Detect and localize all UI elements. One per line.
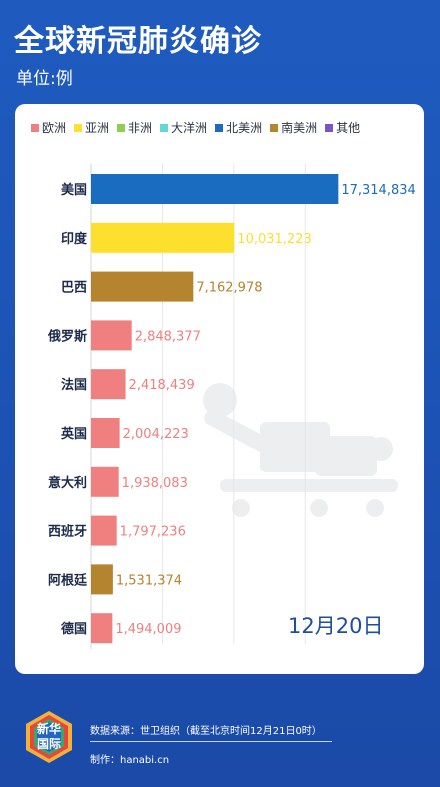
legend-item: 非洲 (117, 119, 152, 136)
bar (91, 613, 113, 644)
category-label: 英国 (60, 426, 87, 442)
value-label: 1,797,236 (120, 525, 186, 540)
legend-swatch (31, 123, 39, 132)
category-label: 德国 (61, 621, 87, 637)
legend-swatch (74, 123, 83, 132)
unit-label: 单位:例 (16, 69, 73, 89)
value-label: 2,418,439 (129, 378, 195, 393)
logo-badge-icon (26, 711, 72, 763)
chart-panel: 欧洲 亚洲 非洲 大洋洲 北美洲 南美洲 其他 美国 17,314,834 印度 10,031,2… (15, 104, 424, 674)
bar (91, 466, 119, 497)
value-label: 1,494,009 (115, 622, 181, 637)
xinhua-logo: 新华 国际 (22, 710, 76, 764)
legend-item: 大洋洲 (160, 119, 207, 136)
category-label: 巴西 (61, 281, 87, 296)
legend-swatch (270, 123, 279, 132)
bars: 美国 17,314,834 印度 10,031,223 巴西 7,162,978 俄罗斯 2,… (47, 174, 416, 644)
value-label: 7,162,978 (196, 281, 262, 296)
legend-swatch (160, 123, 169, 132)
maker-note: 制作：hanabi.cn (90, 755, 170, 766)
legend-swatch (215, 123, 224, 132)
logo-line-2: 国际 (36, 737, 61, 751)
category-label: 西班牙 (48, 524, 87, 540)
legend-item: 亚洲 (74, 119, 109, 136)
page-title: 全球新冠肺炎确诊 (14, 24, 262, 59)
bar-chart: 美国 17,314,834 印度 10,031,223 巴西 7,162,978 俄罗斯 2,… (47, 164, 416, 649)
value-label: 1,531,374 (116, 573, 182, 588)
legend-label: 非洲 (128, 121, 153, 135)
legend-item: 欧洲 (31, 119, 66, 136)
bar (91, 320, 132, 351)
bar (91, 174, 339, 204)
bar (91, 369, 126, 400)
bar (91, 564, 113, 595)
bar (91, 418, 120, 448)
legend-label: 南美洲 (281, 121, 318, 135)
legend-label: 欧洲 (42, 121, 67, 135)
category-label: 俄罗斯 (47, 328, 87, 344)
bar (91, 271, 194, 302)
legend-item: 北美洲 (215, 119, 262, 136)
value-label: 1,938,083 (122, 476, 188, 491)
bar (91, 515, 117, 546)
chart-legend: 欧洲 亚洲 非洲 大洋洲 北美洲 南美洲 其他 (31, 119, 416, 136)
legend-swatch (325, 123, 334, 132)
legend-label: 北美洲 (226, 121, 263, 135)
category-label: 美国 (61, 182, 87, 198)
category-label: 阿根廷 (48, 572, 88, 588)
value-label: 2,848,377 (135, 329, 201, 344)
source-note: 数据来源：世卫组织（截至北京时间12月21日0时） (90, 726, 322, 737)
legend-label: 亚洲 (85, 121, 110, 135)
legend-item: 其他 (325, 119, 360, 136)
date-label: 12月20日 (288, 614, 384, 638)
footer-divider (90, 741, 332, 742)
category-label: 法国 (61, 377, 87, 393)
value-label: 2,004,223 (123, 427, 189, 442)
category-label: 印度 (61, 231, 88, 247)
value-label: 17,314,834 (341, 183, 415, 198)
bar (91, 222, 235, 253)
value-label: 10,031,223 (237, 232, 311, 247)
logo-line-1: 新华 (36, 722, 61, 736)
watermark-icon (203, 383, 398, 517)
legend-item: 南美洲 (270, 119, 317, 136)
legend-label: 大洋洲 (171, 121, 208, 135)
legend-swatch (117, 123, 126, 132)
category-label: 意大利 (48, 475, 87, 491)
legend-label: 其他 (336, 121, 361, 135)
footer: 新华 国际 数据来源：世卫组织（截至北京时间12月21日0时） 制作：hanab… (0, 700, 440, 787)
